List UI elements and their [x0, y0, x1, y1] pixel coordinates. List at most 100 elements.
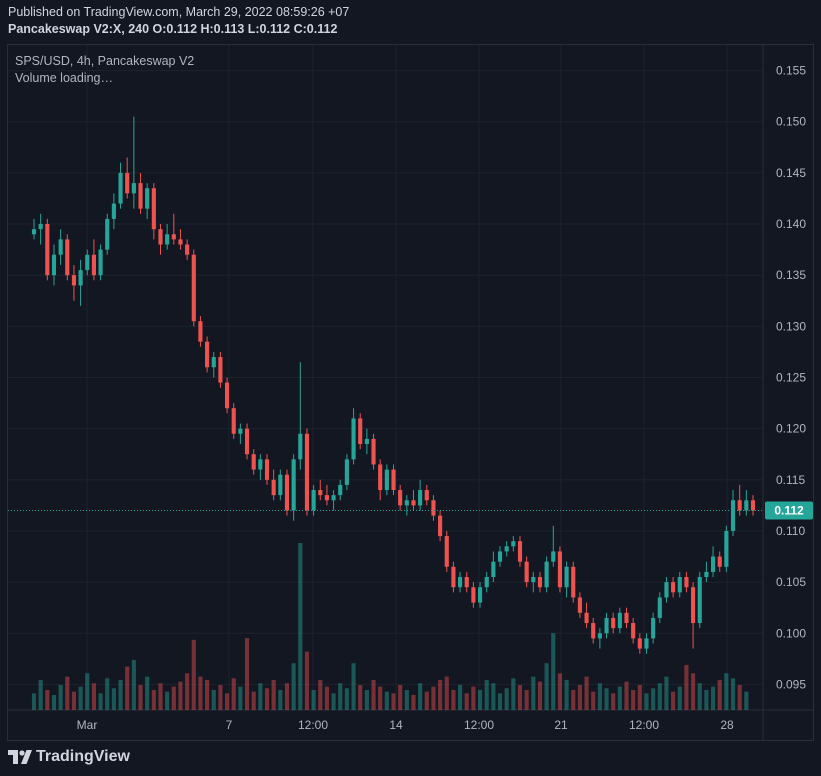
volume-bar [444, 676, 449, 710]
volume-bar [684, 664, 689, 710]
candle-body [631, 623, 636, 639]
volume-bar [351, 663, 356, 710]
volume-bar [424, 691, 429, 710]
volume-bar [198, 676, 203, 710]
volume-bar [344, 688, 349, 710]
y-tick-label: 0.105 [776, 575, 806, 589]
candle-body [597, 633, 602, 639]
volume-bar [358, 684, 363, 710]
volume-bar [677, 686, 682, 710]
candle-body [444, 536, 449, 567]
candle-body [364, 438, 369, 444]
volume-bar [691, 673, 696, 710]
chart-legend: SPS/USD, 4h, Pancakeswap V2 Volume loadi… [15, 53, 194, 87]
x-tick-label: Mar [77, 718, 98, 732]
volume-bar [537, 681, 543, 710]
tradingview-logo[interactable]: TradingView [8, 748, 130, 766]
candle-body [737, 500, 742, 511]
candle-body [318, 490, 323, 496]
y-tick-label: 0.140 [776, 217, 806, 231]
x-tick-label: 12:00 [464, 718, 494, 732]
candle-body [71, 275, 77, 286]
symbol-exchange: Pancakeswap V2:X, 240 [8, 22, 150, 36]
volume-bar [524, 689, 529, 710]
candle-body [611, 617, 616, 629]
volume-bar [364, 689, 369, 710]
volume-bar [211, 689, 216, 710]
volume-bar [145, 676, 150, 710]
candle-body [704, 571, 709, 577]
candle-body [185, 244, 190, 255]
volume-bar [218, 684, 223, 710]
candle-body [730, 500, 736, 531]
candle-body [171, 234, 176, 240]
volume-bar [318, 679, 323, 710]
volume-bar [251, 691, 256, 710]
volume-bar [491, 683, 496, 710]
volume-bar [511, 678, 516, 710]
volume-bar [78, 686, 83, 710]
volume-bar [284, 683, 290, 710]
volume-bar [205, 679, 210, 710]
candle-body [378, 464, 383, 491]
volume-bar [45, 689, 50, 710]
candle-body [398, 490, 403, 506]
volume-bar [398, 684, 403, 710]
volume-bar [484, 679, 489, 710]
candle-body [238, 428, 243, 434]
candle-body [384, 469, 389, 491]
volume-bar [238, 686, 243, 710]
volume-bar [724, 673, 729, 710]
y-tick-label: 0.120 [776, 422, 806, 436]
candle-body [697, 577, 702, 624]
volume-bar [664, 676, 669, 710]
candle-body [118, 172, 123, 204]
volume-bar [231, 678, 236, 710]
volume-bar [278, 689, 283, 710]
candle-body [111, 203, 116, 219]
candle-body [284, 474, 290, 511]
volume-bar [178, 681, 183, 710]
candle-body [105, 218, 110, 250]
candle-body [191, 254, 196, 322]
volume-bar [158, 683, 163, 710]
volume-bar [591, 691, 596, 710]
x-tick-label: 28 [720, 718, 734, 732]
volume-bar [471, 686, 476, 710]
volume-bar [504, 688, 509, 710]
volume-bar [165, 691, 170, 710]
x-tick-label: 12:00 [298, 718, 328, 732]
candle-body [477, 587, 483, 603]
candle-body [710, 556, 716, 572]
candle-body [537, 577, 543, 588]
candle-body [504, 546, 509, 552]
x-tick-label: 12:00 [629, 718, 659, 732]
candle-body [591, 623, 596, 639]
candle-body [657, 597, 662, 618]
volume-bar [371, 679, 376, 710]
candle-body [324, 495, 329, 501]
last-price-badge [765, 501, 813, 520]
volume-bar [111, 688, 116, 710]
candle-body [125, 172, 130, 194]
published-line: Published on TradingView.com, March 29, … [8, 5, 350, 19]
candle-body [391, 469, 396, 491]
candle-body [617, 612, 622, 629]
volume-bar [98, 693, 103, 710]
candle-body [484, 577, 489, 588]
volume-bar [404, 689, 409, 710]
volume-bar [477, 689, 483, 710]
volume-bar [271, 679, 276, 710]
candle-body [151, 188, 156, 230]
candle-body [431, 500, 436, 516]
y-tick-label: 0.135 [776, 268, 806, 282]
volume-bar [464, 693, 469, 710]
candle-body [438, 515, 443, 537]
volume-bar [38, 679, 43, 710]
candle-body [497, 551, 503, 562]
volume-bar [291, 663, 296, 710]
volume-bar [225, 693, 230, 710]
volume-bar [118, 679, 123, 710]
candle-body [178, 239, 183, 245]
